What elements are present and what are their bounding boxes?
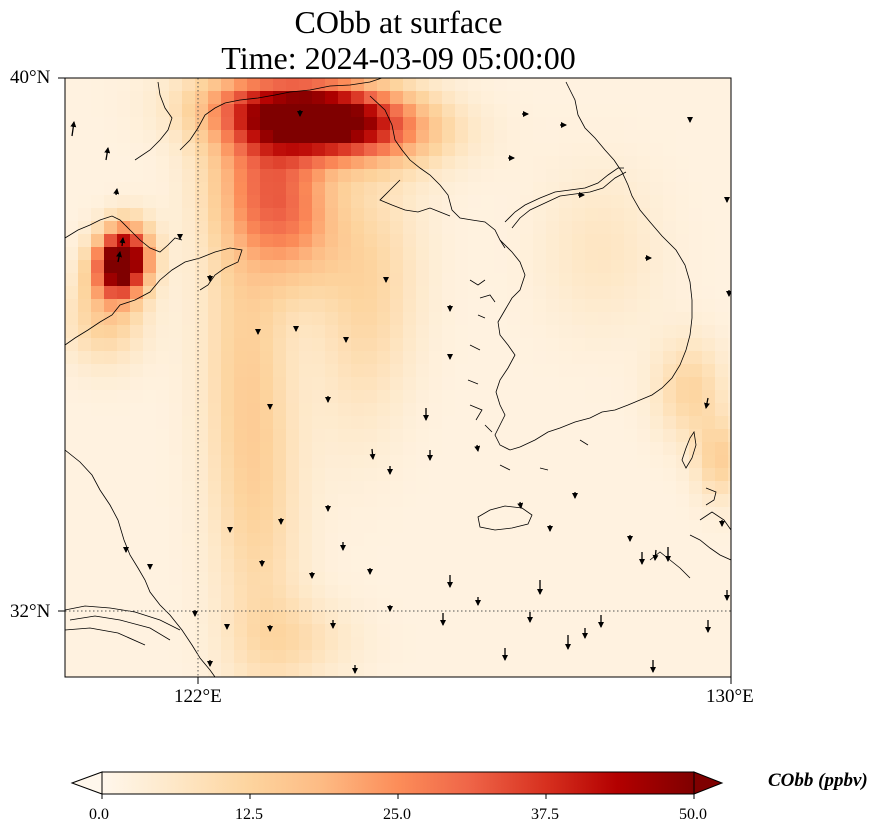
colorbar-title: CObb (ppbv) bbox=[768, 770, 868, 791]
colorbar-tick-label: 25.0 bbox=[383, 806, 411, 823]
coastline-dandong bbox=[379, 179, 451, 217]
coastline-dmz bbox=[504, 167, 627, 229]
map-title-line1: CObb at surface bbox=[294, 4, 503, 40]
wind-arrow bbox=[369, 448, 376, 460]
coastline-jeju bbox=[477, 505, 533, 531]
coastline-kyushu bbox=[649, 487, 731, 579]
coastline-islands bbox=[467, 279, 589, 471]
wind-arrow bbox=[119, 237, 126, 247]
colorbar-tick-label: 37.5 bbox=[531, 806, 559, 823]
wind-arrow bbox=[704, 397, 710, 409]
lat-tick-label-40: 40°N bbox=[10, 67, 51, 88]
coastline-liaodong bbox=[134, 78, 383, 161]
coastline-east-korea-bay bbox=[565, 81, 615, 161]
lat-tick-label-32: 32°N bbox=[10, 601, 51, 622]
coastline-korea-south bbox=[519, 159, 693, 448]
wind-vectors bbox=[70, 110, 731, 674]
coastline bbox=[65, 78, 731, 677]
gridlines bbox=[65, 78, 731, 677]
colorbar-tick-label: 12.5 bbox=[235, 806, 263, 823]
wind-arrow bbox=[70, 121, 77, 137]
colorbar-tick-label: 50.0 bbox=[679, 806, 707, 823]
colorbar-ramp bbox=[101, 771, 695, 795]
wind-arrow bbox=[474, 444, 481, 452]
wind-arrow bbox=[652, 549, 659, 561]
wind-arrow bbox=[113, 188, 120, 196]
wind-arrow bbox=[116, 251, 122, 263]
wind-arrow bbox=[104, 147, 111, 161]
lon-tick-label-130: 130°E bbox=[706, 686, 754, 707]
wind-arrow bbox=[517, 501, 524, 509]
coastline-shandong-north bbox=[65, 215, 183, 253]
colorbar bbox=[70, 771, 724, 799]
colorbar-extend-low bbox=[70, 771, 103, 795]
coastline-korea-bay bbox=[369, 95, 506, 249]
lon-tick-label-122: 122°E bbox=[174, 686, 222, 707]
colorbar-tick-label: 0.0 bbox=[89, 806, 109, 823]
coastline-china-west bbox=[65, 247, 243, 346]
concentration-field bbox=[65, 78, 731, 677]
coastline-yangtze bbox=[65, 605, 181, 646]
coastline-tsushima bbox=[681, 430, 697, 469]
map-frame bbox=[64, 77, 732, 678]
coastline-korea-west bbox=[494, 239, 526, 451]
colorbar-extend-high bbox=[693, 771, 724, 795]
coastline-jiangsu bbox=[65, 449, 216, 677]
map-title-line2: Time: 2024-03-09 05:00:00 bbox=[221, 40, 576, 76]
